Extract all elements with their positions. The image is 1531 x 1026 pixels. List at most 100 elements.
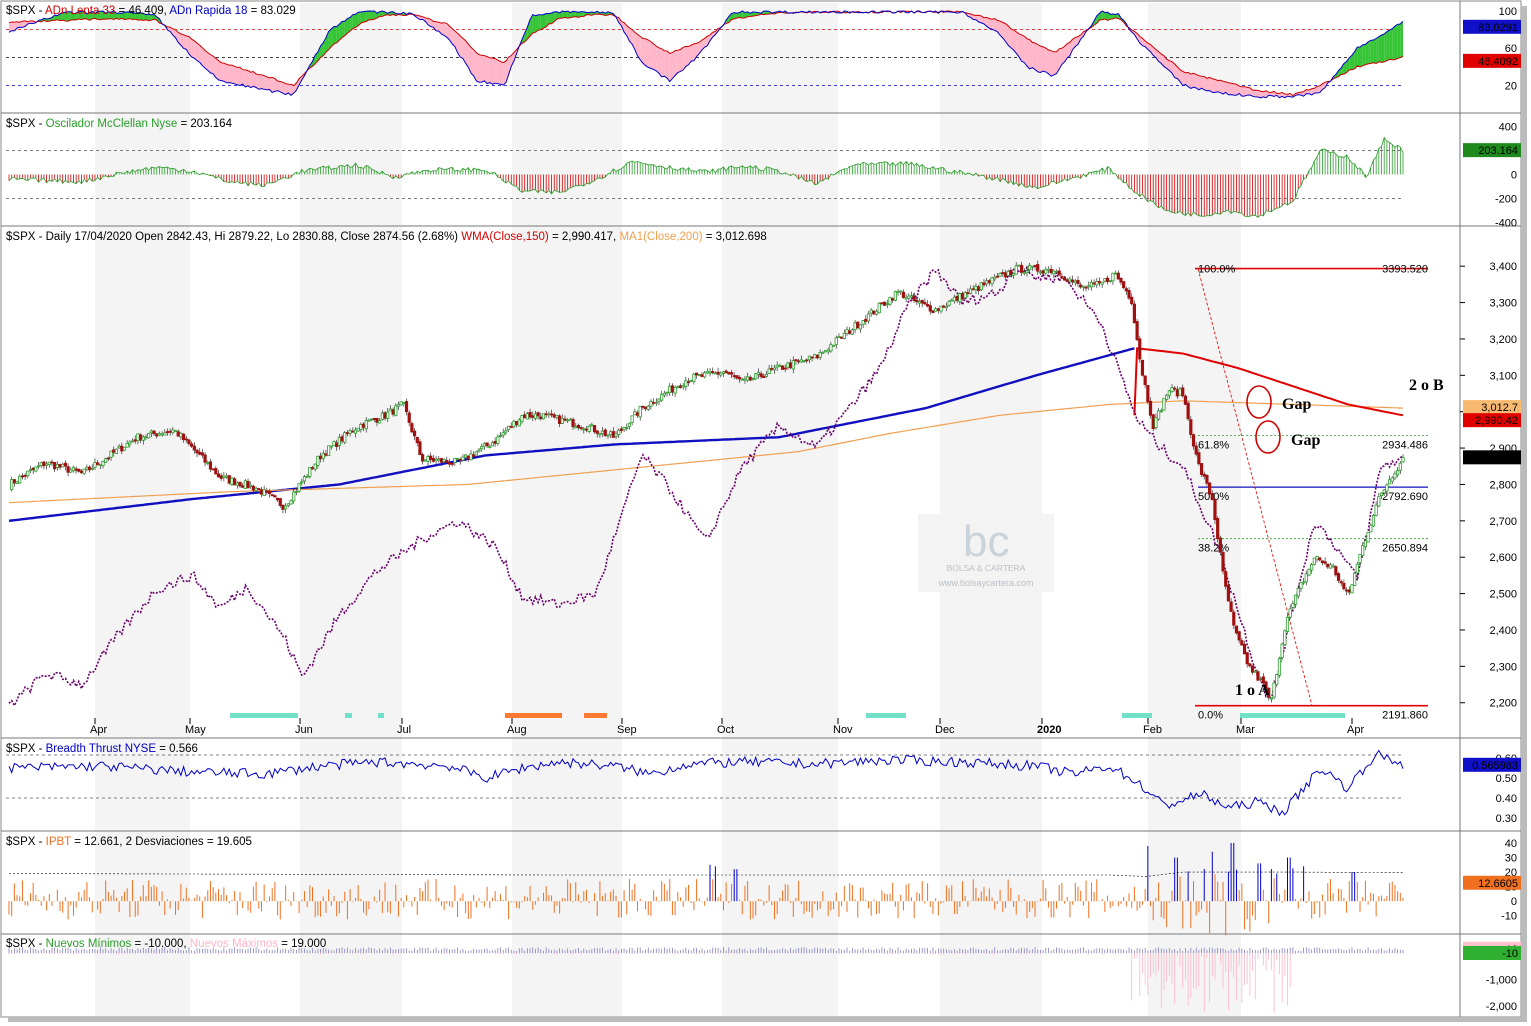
adn-fill — [1112, 13, 1116, 19]
candle-body — [450, 463, 454, 465]
candle-body — [888, 297, 892, 305]
candle-body — [53, 461, 57, 470]
candle-body — [533, 413, 538, 419]
candle-body — [227, 475, 231, 484]
candle-body — [719, 372, 723, 376]
adn-fill — [342, 21, 345, 38]
candle-body — [831, 344, 836, 347]
fib-pct: 100.0% — [1198, 264, 1236, 276]
adn-fill — [755, 12, 759, 16]
candle-body — [678, 385, 683, 388]
adn-fill — [218, 60, 222, 81]
logo-url: www.bolsaycartera.com — [937, 578, 1033, 588]
candle-body — [1224, 571, 1228, 587]
candle-body — [1132, 303, 1137, 324]
candle-body — [367, 419, 371, 422]
candle-body — [1019, 264, 1024, 273]
month-label: Apr — [1347, 724, 1364, 736]
candle-body — [1151, 414, 1155, 430]
candle-body — [466, 455, 470, 460]
candle-body — [490, 442, 495, 447]
candle-body — [657, 398, 661, 402]
candle-body — [837, 335, 841, 338]
candle-body — [818, 351, 822, 358]
candle-body — [617, 429, 621, 435]
adn-fill — [685, 46, 689, 67]
candle-body — [950, 299, 954, 302]
candle-body — [493, 441, 497, 444]
adn-fill — [1373, 38, 1377, 64]
new-lows-highs-panel: $SPX - Nuevos Mínimos = -10.000, Nuevos … — [6, 938, 1404, 1013]
gap-label-2: Gap — [1291, 432, 1320, 449]
candle-body — [931, 310, 935, 313]
candle-body — [759, 373, 763, 377]
adn-fill — [25, 20, 28, 27]
candle-body — [1089, 282, 1094, 288]
candle-body — [582, 428, 586, 431]
candle-body — [756, 372, 760, 375]
candle-body — [1363, 540, 1367, 548]
adn-fill — [495, 58, 498, 84]
candle-body — [633, 411, 637, 416]
adn-fill — [119, 12, 122, 20]
candle-body — [36, 465, 41, 468]
candle-body — [214, 468, 218, 475]
candle-body — [1218, 537, 1222, 553]
candle-body — [230, 477, 234, 485]
adn-fill — [1204, 76, 1207, 91]
adn-fast-line — [8, 10, 1404, 99]
candle-body — [1226, 584, 1231, 602]
adn-fill — [978, 15, 982, 23]
candle-body — [442, 459, 446, 463]
candle-body — [592, 425, 597, 433]
adn-fill — [336, 24, 340, 43]
candle-body — [1312, 557, 1316, 566]
adn-fill — [680, 47, 684, 72]
ma200-line — [8, 400, 1404, 504]
candle-body — [506, 425, 511, 431]
candle-body — [1256, 671, 1260, 681]
adn-fill — [274, 78, 278, 92]
fib-pct: 38.2% — [1198, 543, 1229, 555]
adn-fill — [360, 11, 364, 24]
adn-fill — [186, 35, 189, 54]
candle-body — [1116, 272, 1120, 280]
adn-fill — [481, 55, 485, 83]
adn-fill — [86, 12, 90, 21]
candle-body — [1366, 532, 1370, 543]
adn-fill — [1185, 72, 1189, 87]
adn-fill — [54, 15, 58, 21]
mcclellan-header: $SPX - Oscilador McClellan Nyse = 203.16… — [6, 118, 233, 130]
candle-body — [176, 431, 180, 437]
adn-fill — [583, 11, 587, 17]
candle-body — [874, 311, 879, 315]
candle-body — [1318, 557, 1322, 561]
month-label: Jul — [397, 724, 411, 736]
candle-body — [853, 322, 857, 330]
candle-body — [273, 495, 277, 498]
candle-body — [850, 329, 854, 335]
adn-fill — [1357, 46, 1361, 68]
adn-fill — [328, 28, 332, 50]
adn-fill — [145, 14, 149, 21]
candle-body — [1011, 273, 1016, 276]
adn-fill — [1053, 51, 1057, 75]
candle-body — [1175, 389, 1179, 397]
adn-fill — [1346, 57, 1350, 73]
adn-fill — [672, 50, 676, 79]
adn-fill — [664, 50, 668, 79]
candle-body — [160, 433, 164, 436]
candle-body — [165, 431, 170, 434]
adn-fill — [503, 61, 506, 86]
ipbt-panel: $SPX - IPBT = 12.661, 2 Desviaciones = 1… — [6, 836, 1404, 936]
adn-fill — [573, 11, 576, 18]
adn-tick-label: 60 — [1505, 43, 1517, 55]
candle-body — [743, 378, 747, 381]
candle-body — [20, 475, 25, 478]
candle-body — [125, 443, 129, 448]
adn-tick-label: 100 — [1499, 6, 1517, 18]
adn-fill — [688, 45, 692, 65]
adn-fill — [1306, 89, 1309, 94]
adn-fill — [194, 40, 198, 61]
adn-fill — [540, 14, 544, 30]
